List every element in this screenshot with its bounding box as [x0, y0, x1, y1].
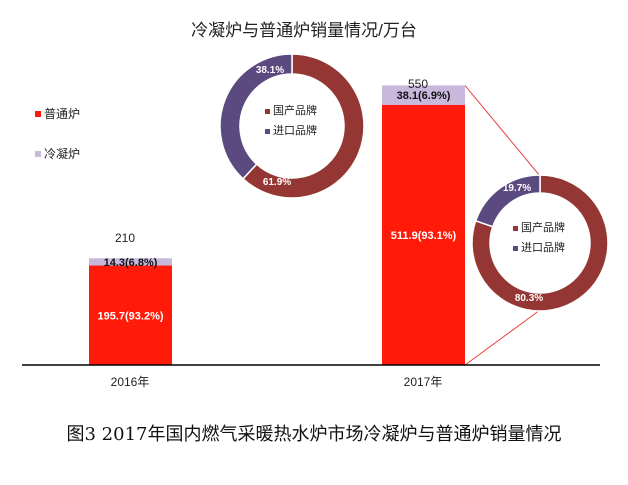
bar-normal-1 — [382, 104, 465, 365]
donut-1-label-imported: 19.7% — [503, 183, 531, 194]
donut-0-label-domestic: 61.9% — [263, 177, 291, 188]
donut-0-legend-label-1: 进口品牌 — [273, 123, 317, 137]
donut-0-legend-swatch-1 — [265, 129, 270, 134]
total-label-2017: 550 — [408, 77, 428, 91]
legend: 普通炉 冷凝炉 — [35, 107, 80, 161]
donut-1-legend-swatch-0 — [513, 226, 518, 231]
bar-label-condensing-1: 38.1(6.9%) — [397, 90, 451, 102]
x-tick-2017: 2017年 — [404, 375, 443, 389]
connector-line-top — [464, 85, 541, 177]
legend-label-condensing: 冷凝炉 — [44, 146, 80, 161]
zoom-connectors — [464, 85, 541, 366]
bar-label-normal-1: 511.9(93.1%) — [391, 230, 457, 242]
legend-swatch-condensing — [35, 151, 41, 157]
figure-caption: 图3 2017年国内燃气采暖热水炉市场冷凝炉与普通炉销量情况 — [67, 424, 562, 445]
bar-condensing-0 — [89, 258, 172, 266]
donut-0-label-imported: 38.1% — [256, 65, 284, 76]
bar-label-normal-0: 195.7(93.2%) — [97, 310, 163, 322]
donut-0-legend-label-0: 国产品牌 — [273, 103, 317, 117]
bar-normal-0 — [89, 265, 172, 365]
bars: 195.7(93.2%) 14.3(6.8%) 511.9(93.1%) 38.1(6… — [89, 85, 465, 365]
x-tick-2016: 2016年 — [111, 375, 150, 389]
donut-1-legend-label-1: 进口品牌 — [521, 240, 565, 254]
legend-label-normal: 普通炉 — [44, 107, 80, 121]
donut-1-slice-imported — [474, 174, 541, 228]
donut-1-slice-domestic — [471, 174, 609, 312]
bar-label-condensing-0: 14.3(6.8%) — [104, 257, 158, 269]
legend-swatch-normal — [35, 111, 41, 117]
donut-1-legend-swatch-1 — [513, 246, 518, 251]
donut-1-legend-label-0: 国产品牌 — [521, 220, 565, 234]
bar-condensing-1 — [382, 85, 465, 105]
total-label-2016: 210 — [115, 231, 135, 245]
donut-0-legend-swatch-0 — [265, 109, 270, 114]
donut-1-label-domestic: 80.3% — [515, 293, 543, 304]
connector-line-bottom — [464, 309, 541, 366]
donut-0-slice-domestic — [241, 53, 365, 199]
chart-title: 冷凝炉与普通炉销量情况/万台 — [191, 21, 417, 40]
donut-0-slice-imported — [219, 53, 293, 180]
